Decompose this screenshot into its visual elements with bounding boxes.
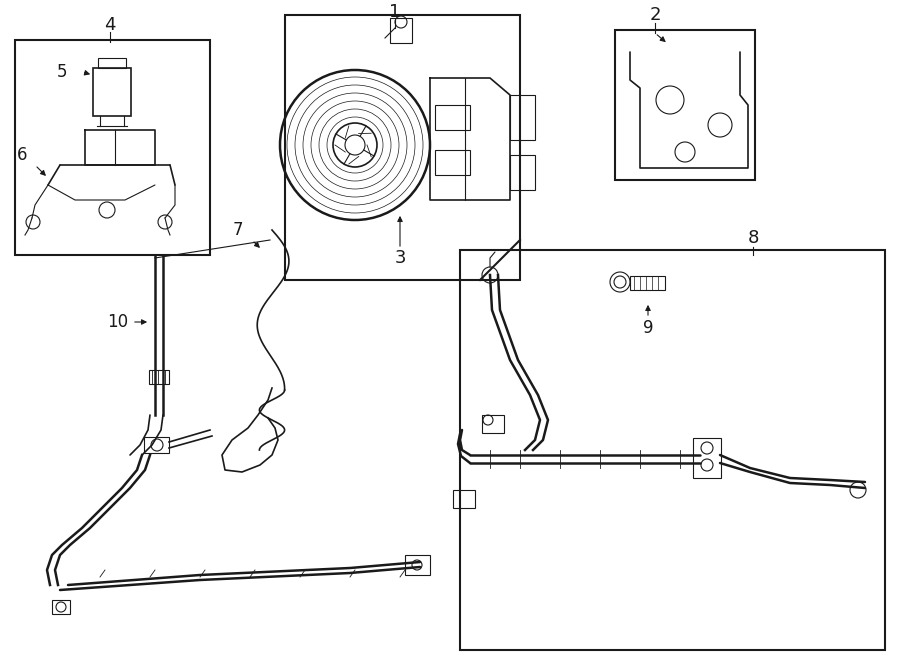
Bar: [615, 30, 755, 180]
Bar: [15, 40, 210, 255]
Bar: [435, 150, 470, 175]
Bar: [98, 58, 126, 68]
Text: 6: 6: [17, 146, 27, 164]
Text: 7: 7: [233, 221, 243, 239]
Bar: [144, 437, 169, 453]
Text: 4: 4: [104, 16, 116, 34]
Bar: [52, 600, 70, 614]
Bar: [285, 15, 520, 280]
Bar: [405, 555, 430, 575]
Text: 10: 10: [107, 313, 128, 331]
Bar: [453, 490, 475, 508]
Text: 9: 9: [643, 319, 653, 337]
Bar: [510, 95, 535, 140]
Bar: [435, 105, 470, 130]
Text: 5: 5: [57, 63, 68, 81]
Bar: [693, 438, 721, 478]
Bar: [482, 415, 504, 433]
Bar: [149, 370, 169, 384]
Text: 1: 1: [390, 3, 400, 21]
Bar: [460, 250, 885, 650]
Bar: [630, 276, 665, 290]
Text: 8: 8: [747, 229, 759, 247]
Bar: [510, 155, 535, 190]
Bar: [93, 68, 131, 116]
Text: 3: 3: [394, 249, 406, 267]
Text: 2: 2: [649, 6, 661, 24]
Bar: [390, 18, 412, 43]
